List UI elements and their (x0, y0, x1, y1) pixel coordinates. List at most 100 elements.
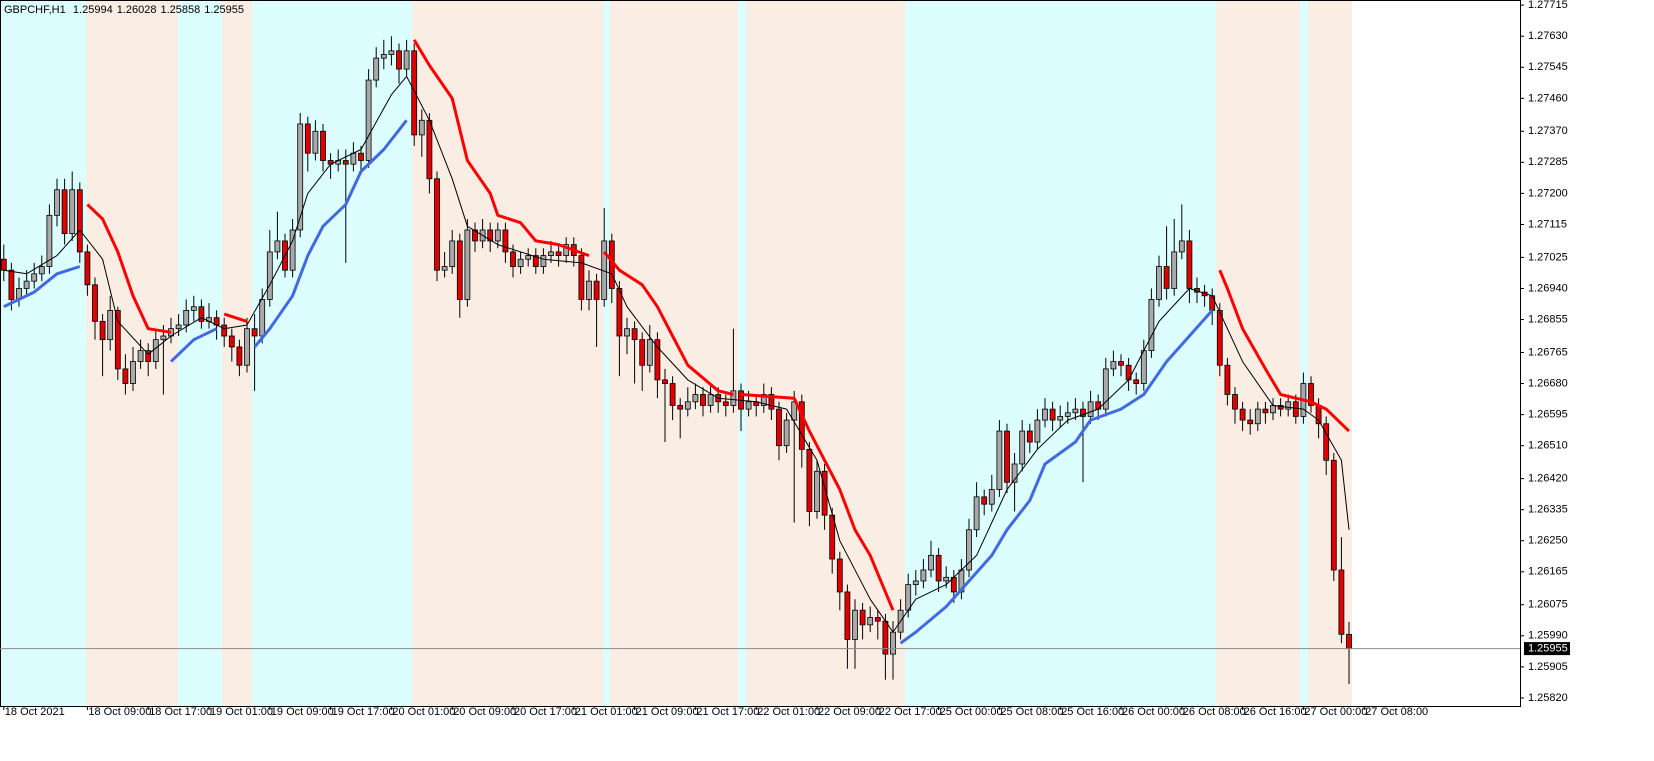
candle-body (289, 229, 296, 271)
x-tick-label: 27 Oct 08:00 (1365, 706, 1428, 718)
indicator-line (3, 75, 1350, 633)
candle-body (304, 123, 311, 154)
candle-body (890, 631, 896, 655)
x-tick-label: 19 Oct 09:00 (271, 706, 334, 718)
candle-body (844, 591, 851, 640)
candle-body (616, 288, 623, 337)
candle-body (563, 244, 570, 256)
candle-body (358, 152, 364, 161)
candle-body (1011, 463, 1018, 483)
x-tick-label: 25 Oct 00:00 (940, 706, 1003, 718)
candle-body (31, 273, 38, 282)
candle-body (1239, 408, 1246, 421)
zone (86, 1, 178, 706)
candle-body (23, 280, 30, 289)
candle-body (1057, 416, 1064, 421)
x-tick-label: 20 Oct 01:00 (392, 706, 455, 718)
candle-body (1049, 408, 1056, 421)
candle-body (297, 123, 304, 231)
candle-body (1224, 364, 1231, 395)
candle-body (988, 489, 995, 505)
candle-body (730, 390, 737, 406)
candle-body (1026, 430, 1033, 443)
indicator-line (412, 39, 590, 258)
y-tick-label: 1.26940 (1528, 282, 1568, 294)
candle-body (46, 214, 53, 267)
candle-body (722, 401, 729, 406)
y-tick-label: 1.27285 (1528, 156, 1568, 168)
candle-body (274, 240, 281, 253)
candle-body (1330, 459, 1337, 571)
candle-body (928, 554, 934, 571)
zone (1300, 1, 1308, 706)
candle-body (1292, 401, 1299, 417)
candle-body (646, 339, 653, 366)
zone (610, 1, 738, 706)
y-tick-label: 1.26165 (1528, 566, 1568, 578)
candle-body (555, 251, 562, 256)
x-tick-label: 21 Oct 17:00 (696, 706, 759, 718)
candle-body (662, 379, 668, 384)
candle-body (411, 50, 418, 136)
candle-body (578, 255, 585, 300)
y-tick-label: 1.27460 (1528, 92, 1568, 104)
candle-body (92, 284, 98, 322)
candle-body (1133, 379, 1140, 384)
close-price: 1.25955 (204, 4, 244, 16)
candle-body (0, 258, 7, 271)
candle-body (259, 299, 266, 337)
candle-body (1323, 423, 1330, 461)
candle-body (814, 470, 820, 512)
candle-body (791, 401, 798, 421)
candle-body (236, 346, 243, 366)
candle-body (502, 229, 509, 253)
x-tick-label: 18 Oct 17:00 (149, 706, 212, 718)
candle-body (1156, 266, 1162, 300)
indicator-line (899, 309, 1214, 645)
x-tick-label: 21 Oct 09:00 (636, 706, 699, 718)
zone (252, 1, 412, 706)
candle-body (1072, 408, 1079, 414)
candle-body (320, 130, 326, 161)
candle-body (190, 306, 197, 311)
candle-body (365, 79, 372, 161)
x-tick-label: 19 Oct 17:00 (332, 706, 395, 718)
candle-body (1019, 430, 1026, 465)
candle-body (1148, 299, 1155, 352)
indicator-line (253, 119, 408, 348)
candle-body (966, 529, 972, 571)
candle-body (1346, 633, 1352, 649)
candle-body (228, 335, 235, 348)
candle-body (8, 269, 15, 300)
candle-body (874, 617, 881, 622)
high-price: 1.26028 (117, 4, 157, 16)
candle-body (707, 394, 714, 406)
zone (905, 1, 1216, 706)
x-tick-label: 21 Oct 01:00 (575, 706, 638, 718)
candle-body (350, 152, 357, 165)
candle-body (798, 401, 805, 450)
y-tick-label: 1.26335 (1528, 504, 1568, 516)
candle-body (1247, 419, 1254, 425)
candle-body (84, 251, 91, 286)
candle-body (76, 189, 83, 253)
candle-body (1209, 295, 1216, 311)
zone (738, 1, 746, 706)
candle-body (981, 496, 988, 505)
candle-body (1308, 383, 1314, 406)
candle-body (700, 394, 706, 406)
candle-body (434, 178, 440, 271)
y-tick-label: 1.25990 (1528, 630, 1568, 642)
candle-body (631, 328, 638, 341)
y-tick-label: 1.26510 (1528, 440, 1568, 452)
candle-body (1277, 405, 1284, 410)
plot-area (0, 36, 1352, 685)
candle-body (198, 306, 205, 322)
candle-body (388, 50, 395, 55)
candle-body (1080, 408, 1086, 417)
candle-body (532, 255, 539, 267)
x-tick-label: 18 Oct 2021 (5, 706, 65, 718)
candle-body (244, 328, 250, 366)
candle-body (122, 368, 129, 384)
